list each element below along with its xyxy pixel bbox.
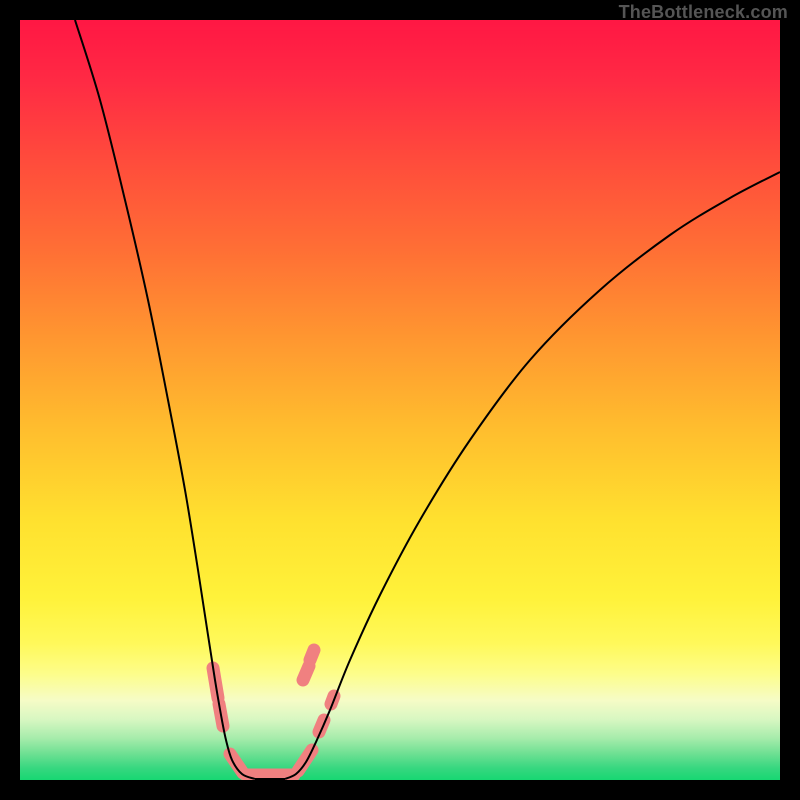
right-curve [285,172,780,779]
marker-segment [230,754,243,773]
marker-segment [310,650,314,660]
plot-area [20,20,780,780]
watermark: TheBottleneck.com [619,2,788,23]
marker-segment [303,666,309,680]
watermark-text: TheBottleneck.com [619,2,788,22]
left-curve [75,20,255,779]
curve-layer [20,20,780,780]
